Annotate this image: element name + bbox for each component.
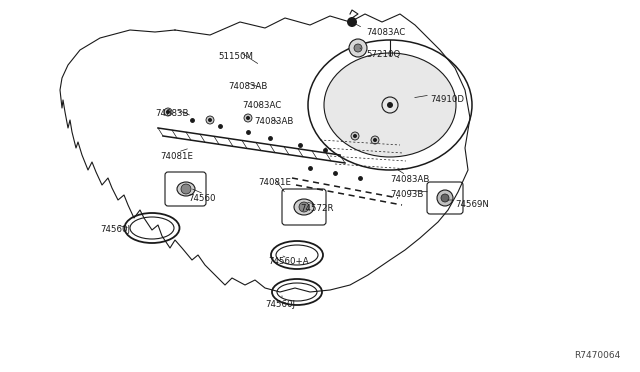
Circle shape [299,202,309,212]
Circle shape [347,17,357,27]
Text: 74560: 74560 [188,194,216,203]
Text: 74560J: 74560J [265,300,295,309]
Circle shape [166,110,170,114]
Circle shape [373,138,377,142]
Circle shape [349,39,367,57]
Circle shape [387,102,393,108]
Text: 74083AC: 74083AC [366,28,405,37]
Text: 57210Q: 57210Q [366,50,400,59]
Text: 74083B: 74083B [155,109,189,118]
Text: 74083AC: 74083AC [242,101,281,110]
Text: 74083AB: 74083AB [228,82,268,91]
Text: 74093B: 74093B [390,190,424,199]
Circle shape [351,132,359,140]
Text: R7470064: R7470064 [573,351,620,360]
Circle shape [353,134,357,138]
Circle shape [206,116,214,124]
Ellipse shape [177,182,195,196]
Text: 74560+A: 74560+A [268,257,308,266]
Ellipse shape [324,53,456,157]
Circle shape [246,116,250,120]
Text: 74569N: 74569N [455,200,489,209]
Text: 74081E: 74081E [258,178,291,187]
Text: 74572R: 74572R [300,204,333,213]
Text: 51150M: 51150M [218,52,253,61]
Text: 74083AB: 74083AB [254,117,293,126]
Circle shape [208,118,212,122]
Text: 74081E: 74081E [160,152,193,161]
Circle shape [164,108,172,116]
Circle shape [437,190,453,206]
Ellipse shape [294,199,314,215]
Circle shape [441,194,449,202]
Text: 74560J: 74560J [100,225,130,234]
Circle shape [181,184,191,194]
Circle shape [371,136,379,144]
Circle shape [354,44,362,52]
Text: 74910D: 74910D [430,95,464,104]
Circle shape [244,114,252,122]
Text: 74083AB: 74083AB [390,175,429,184]
